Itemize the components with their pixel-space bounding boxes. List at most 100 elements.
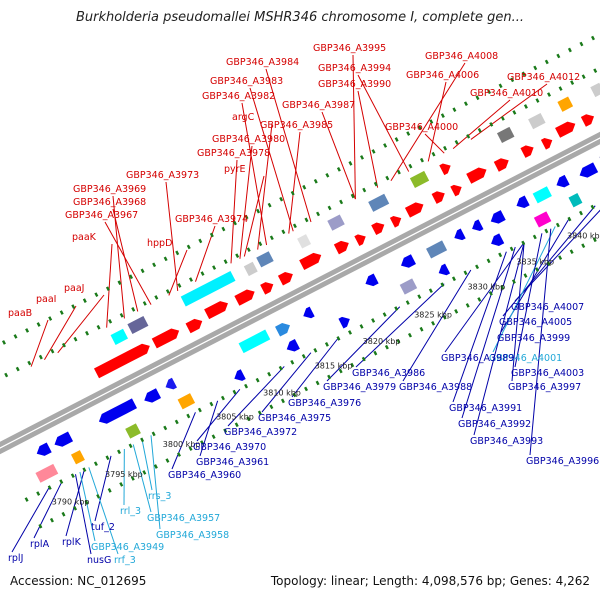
tick-mark	[579, 210, 583, 216]
label-connector	[94, 455, 112, 522]
tick-mark	[440, 282, 445, 288]
tick-mark	[431, 151, 436, 157]
gene-label: GBP346_A4007	[511, 302, 584, 313]
gene-label: GBP346_A3957	[147, 513, 220, 524]
gene-feature	[579, 162, 599, 178]
tick-mark	[108, 318, 113, 324]
gene-feature	[439, 163, 451, 176]
tick-mark	[489, 122, 494, 127]
tick-mark	[105, 455, 110, 461]
tick-mark	[153, 464, 158, 469]
gene-label: GBP346_A3973	[126, 170, 199, 181]
tick-mark	[327, 205, 332, 211]
tick-mark	[117, 280, 122, 286]
label-connector	[33, 480, 63, 539]
gene-feature	[496, 126, 515, 144]
gene-feature	[556, 174, 570, 188]
gene-label: nusG	[87, 555, 111, 566]
tick-mark	[452, 107, 457, 113]
label-connector	[352, 54, 356, 200]
backbone-rail	[0, 131, 600, 448]
tick-mark	[220, 395, 225, 401]
gene-label: rrl_3	[120, 506, 141, 517]
tick-mark	[246, 416, 251, 422]
tick-mark	[417, 294, 422, 299]
tick-mark	[396, 338, 401, 344]
gene-label: paaK	[72, 232, 97, 243]
kbp-label: 3835 kbp	[516, 257, 554, 266]
gene-feature	[204, 301, 228, 320]
tick-mark	[313, 178, 318, 184]
gene-label: GBP346_A3988	[399, 382, 472, 393]
tick-mark	[142, 470, 147, 475]
tick-mark	[232, 220, 237, 226]
gene-label: paaB	[8, 308, 32, 319]
tick-mark	[405, 300, 410, 305]
tick-mark	[13, 334, 18, 339]
kbp-label: 3795 kbp	[105, 470, 143, 479]
tick-mark	[463, 270, 468, 276]
tick-mark	[348, 161, 353, 166]
gene-label: GBP346_A3995	[313, 43, 386, 54]
label-connector	[239, 145, 253, 259]
label-connector	[291, 338, 338, 398]
tick-mark	[27, 360, 32, 366]
tick-mark	[15, 366, 20, 372]
tick-mark	[177, 452, 181, 457]
tick-mark	[279, 196, 284, 202]
label-connector	[402, 269, 472, 382]
tick-mark	[71, 304, 76, 309]
gene-label: rplA	[30, 539, 50, 550]
tick-mark	[84, 499, 89, 505]
gene-label: pyrE	[224, 164, 246, 175]
tick-mark	[327, 374, 332, 380]
gene-feature	[185, 318, 203, 334]
tick-mark	[336, 167, 341, 172]
tick-mark	[257, 410, 262, 416]
label-connector	[257, 123, 273, 250]
tick-mark	[290, 359, 295, 365]
tick-mark	[465, 303, 470, 308]
tick-mark	[177, 283, 182, 288]
tick-mark	[96, 494, 101, 499]
gene-feature	[277, 272, 293, 286]
gene-feature	[491, 233, 505, 246]
label-connector	[511, 242, 525, 382]
gene-label: GBP346_A3982	[202, 91, 275, 102]
tick-mark	[292, 223, 297, 229]
label-connector	[470, 83, 548, 140]
gene-label: GBP346_A3978	[197, 148, 270, 159]
tick-mark	[163, 256, 168, 262]
tick-mark	[163, 425, 168, 431]
tick-mark	[383, 143, 388, 148]
tick-mark	[532, 234, 537, 240]
tick-mark	[140, 437, 145, 443]
label-connector	[11, 487, 50, 553]
gene-feature	[165, 377, 177, 390]
gene-feature	[532, 186, 552, 204]
tick-mark	[350, 362, 355, 368]
kbp-label: 3830 kbp	[468, 283, 506, 292]
tick-mark	[338, 368, 343, 374]
tick-mark	[523, 104, 528, 109]
tick-mark	[188, 446, 193, 451]
backbone	[0, 131, 600, 455]
gene-feature	[540, 137, 553, 150]
tick-mark	[498, 252, 503, 258]
tick-mark	[221, 226, 226, 232]
gene-feature	[533, 211, 552, 228]
tick-mark	[417, 125, 422, 130]
gene-feature	[275, 323, 290, 337]
gene-label: GBP346_A4012	[507, 72, 580, 83]
gene-label: GBP346_A3991	[449, 403, 522, 414]
gene-feature	[54, 431, 74, 447]
gene-label: GBP346_A3975	[258, 413, 331, 424]
tick-mark	[223, 428, 228, 434]
tick-mark	[324, 342, 329, 347]
gene-label: GBP346_A4008	[425, 51, 498, 62]
label-connector	[461, 246, 516, 419]
gene-features	[35, 82, 600, 483]
tick-mark	[4, 372, 9, 378]
tick-mark	[521, 240, 526, 246]
